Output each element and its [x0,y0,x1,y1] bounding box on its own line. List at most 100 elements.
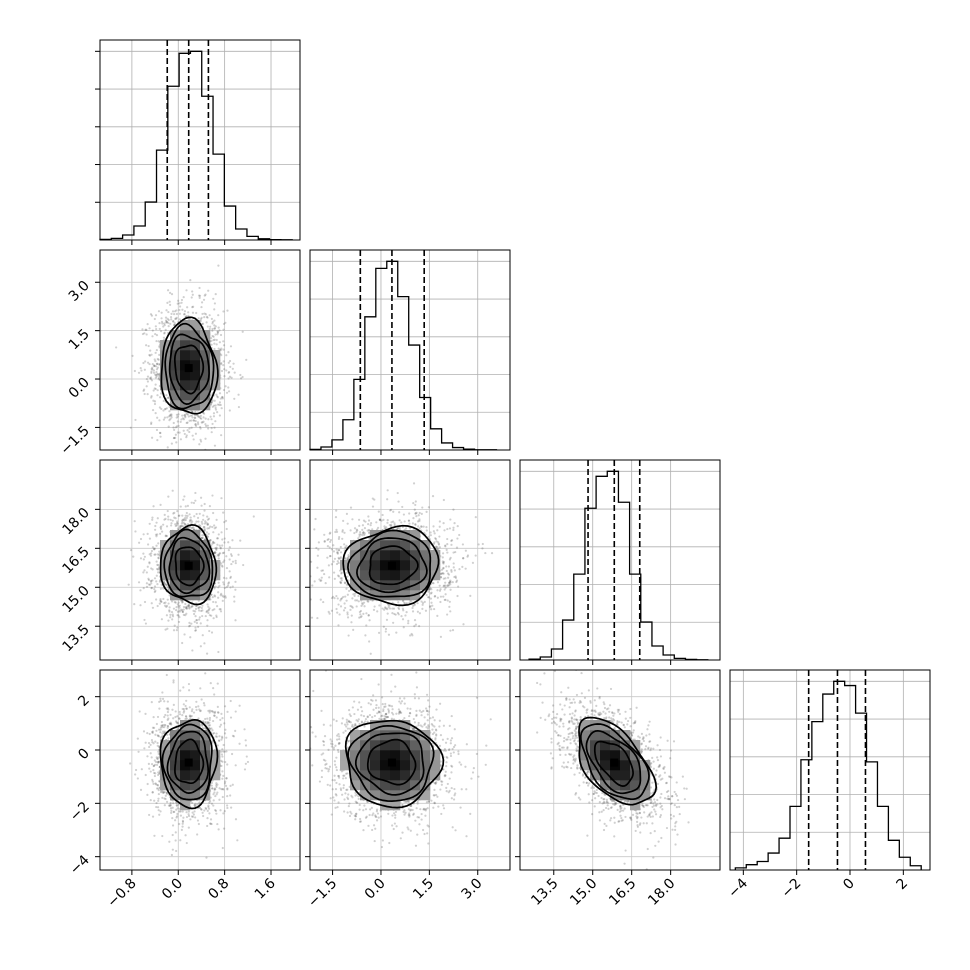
scatter-point [155,371,158,374]
scatter-point [218,552,222,555]
scatter-point [201,604,204,607]
scatter-point [200,504,203,507]
scatter-point [141,328,144,331]
density-bin [190,350,201,361]
scatter-point [166,627,169,630]
scatter-point [178,610,181,613]
scatter-point [195,604,198,608]
scatter-point [203,509,206,512]
scatter-point [185,511,188,515]
scatter-point [170,522,173,525]
scatter-point [346,575,349,578]
scatter-point [214,333,217,336]
scatter-point [364,520,367,523]
scatter-point [359,531,362,534]
scatter-point [150,371,153,375]
scatter-point [180,418,183,421]
scatter-point [223,368,226,371]
contour-line [174,546,205,587]
scatter-point [183,414,186,417]
scatter-point [357,600,360,603]
scatter-point [206,522,209,525]
scatter-point [203,312,206,315]
scatter-point [171,618,174,621]
scatter-point [234,588,237,591]
scatter-point [218,401,222,404]
scatter-point [214,293,217,296]
scatter-point [200,606,203,610]
scatter-point [181,308,184,311]
scatter-point [182,522,186,525]
scatter-point [180,301,183,304]
scatter-point [198,415,201,418]
scatter-point [194,615,197,618]
scatter-point [186,413,190,416]
scatter-point [157,378,160,381]
scatter-point [172,436,176,440]
density-bin [170,370,181,381]
scatter-point [160,618,163,621]
scatter-point [208,614,211,617]
scatter-point [182,498,185,501]
scatter-point [219,610,223,613]
scatter-point [335,548,338,551]
scatter-point [194,629,197,632]
scatter-point [436,529,439,532]
scatter-point [178,616,181,619]
scatter-point [151,579,154,582]
scatter-point [227,541,230,544]
scatter-point [356,529,359,532]
scatter-point [213,551,217,554]
scatter-point [170,414,173,417]
scatter-point [198,609,201,612]
scatter-point [163,518,166,521]
scatter-point [183,313,186,316]
scatter-point [204,293,207,296]
scatter-point [362,601,366,604]
scatter-point [218,544,221,547]
scatter-point [176,431,179,434]
scatter-point [220,531,223,534]
scatter-point [177,514,180,517]
density-bin [200,390,211,401]
scatter-point [342,595,345,599]
scatter-point [167,310,170,314]
scatter-point [186,429,189,432]
scatter-point [448,558,452,561]
scatter-point [156,416,159,419]
density-bin [190,530,201,541]
scatter-point [189,318,192,321]
scatter-point [447,573,451,576]
scatter-point [165,320,168,323]
scatter-point [171,615,175,618]
scatter-point [346,616,350,619]
scatter-point [155,327,158,331]
scatter-point [224,595,227,598]
scatter-point [218,608,221,611]
scatter-point [175,316,178,319]
scatter-point [336,551,339,554]
scatter-point [143,392,146,396]
scatter-point [164,583,167,586]
scatter-point [191,520,194,523]
scatter-point [194,499,197,502]
scatter-point [160,525,163,528]
scatter-point [213,524,216,527]
scatter-point [178,526,181,529]
scatter-point [373,605,376,608]
scatter-point [181,641,184,645]
scatter-point [139,557,143,560]
scatter-point [211,422,214,426]
scatter-point [154,376,157,379]
scatter-point [388,604,391,607]
density-bin [190,320,201,331]
scatter-point [159,600,163,603]
scatter-point [144,360,147,363]
scatter-point [409,634,412,637]
scatter-point [187,603,190,606]
scatter-point [153,577,157,580]
scatter-point [414,523,417,527]
density-bin [210,350,221,361]
scatter-point [453,522,456,525]
scatter-point [415,511,418,514]
